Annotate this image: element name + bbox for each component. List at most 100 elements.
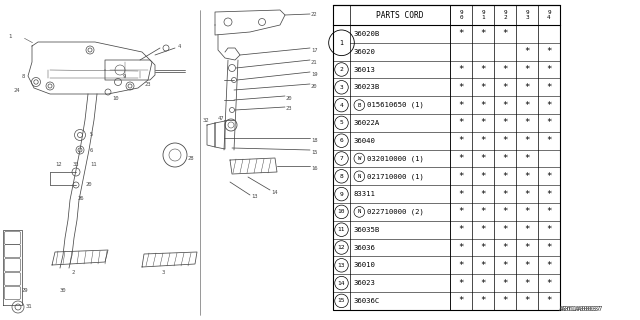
Text: 36013: 36013 [353,67,375,73]
Text: *: * [502,154,508,163]
Text: 5: 5 [340,120,344,125]
Text: *: * [480,172,486,181]
Text: 31: 31 [26,305,33,309]
Text: N: N [358,174,361,179]
Text: *: * [524,225,530,234]
Text: *: * [480,190,486,199]
Text: *: * [458,243,464,252]
Text: *: * [458,225,464,234]
Text: *: * [458,296,464,305]
Text: *: * [480,118,486,127]
Text: 13: 13 [251,195,257,199]
Text: *: * [480,279,486,288]
Text: 36036C: 36036C [353,298,380,304]
Text: N: N [358,209,361,214]
Text: 10: 10 [112,95,118,100]
Text: *: * [480,296,486,305]
Text: 36035B: 36035B [353,227,380,233]
Text: 4: 4 [340,103,344,108]
Text: 9
2: 9 2 [503,10,507,20]
Text: A361A00037: A361A00037 [561,306,604,312]
Text: A361A00037: A361A00037 [559,306,601,312]
Text: *: * [546,118,552,127]
Text: *: * [502,225,508,234]
Text: 20: 20 [86,182,93,188]
Text: 20: 20 [286,95,292,100]
Text: *: * [524,279,530,288]
Text: *: * [480,225,486,234]
Text: *: * [546,261,552,270]
Text: 36036: 36036 [353,244,375,251]
Text: *: * [524,118,530,127]
Text: *: * [546,190,552,199]
Text: 15: 15 [338,299,345,303]
Text: 36022A: 36022A [353,120,380,126]
Text: *: * [502,296,508,305]
Text: *: * [546,136,552,145]
Text: *: * [524,261,530,270]
Text: 022710000 (2): 022710000 (2) [367,209,424,215]
Text: *: * [458,136,464,145]
Text: 22: 22 [311,12,317,17]
Text: 10: 10 [338,209,345,214]
Text: 9
4: 9 4 [547,10,551,20]
Text: *: * [524,83,530,92]
Text: *: * [546,296,552,305]
Text: 16: 16 [311,165,317,171]
Text: *: * [458,154,464,163]
Text: 19: 19 [311,71,317,76]
Text: *: * [458,65,464,74]
Text: *: * [502,83,508,92]
Text: *: * [524,136,530,145]
Text: 2: 2 [340,67,344,72]
Text: *: * [546,100,552,110]
Text: 33: 33 [73,163,79,167]
Text: *: * [546,172,552,181]
Text: *: * [524,243,530,252]
Text: 2: 2 [72,269,76,275]
Text: 36020B: 36020B [353,31,380,37]
Text: *: * [502,190,508,199]
Text: *: * [502,243,508,252]
Text: 9
1: 9 1 [481,10,485,20]
Text: *: * [502,118,508,127]
Text: 20: 20 [311,84,317,89]
Text: 11: 11 [338,227,345,232]
Text: 9
0: 9 0 [459,10,463,20]
Text: 9
3: 9 3 [525,10,529,20]
Text: 36040: 36040 [353,138,375,144]
Text: *: * [458,261,464,270]
Text: *: * [524,207,530,216]
Text: *: * [458,279,464,288]
Text: *: * [546,243,552,252]
Text: 9: 9 [123,74,126,78]
Text: *: * [480,65,486,74]
Text: *: * [502,172,508,181]
Text: W: W [358,156,361,161]
Text: *: * [546,83,552,92]
Text: *: * [480,154,486,163]
Text: *: * [480,243,486,252]
Text: PARTS CORD: PARTS CORD [376,11,424,20]
Text: 8: 8 [340,174,344,179]
Text: *: * [546,65,552,74]
Text: *: * [524,47,530,56]
Text: 9: 9 [340,192,344,196]
Text: 36023B: 36023B [353,84,380,90]
Text: 28: 28 [188,156,195,161]
Text: 29: 29 [22,287,29,292]
Text: 1: 1 [8,35,12,39]
Text: 23: 23 [145,83,152,87]
Text: *: * [502,207,508,216]
Text: *: * [458,118,464,127]
Text: 14: 14 [338,281,345,286]
Text: 3: 3 [340,85,344,90]
Text: 14: 14 [271,189,278,195]
Text: 12: 12 [338,245,345,250]
Text: 17: 17 [311,47,317,52]
Text: *: * [480,83,486,92]
Text: 47: 47 [218,116,225,121]
Text: 83311: 83311 [353,191,375,197]
Text: *: * [480,136,486,145]
Text: 4: 4 [178,44,181,50]
